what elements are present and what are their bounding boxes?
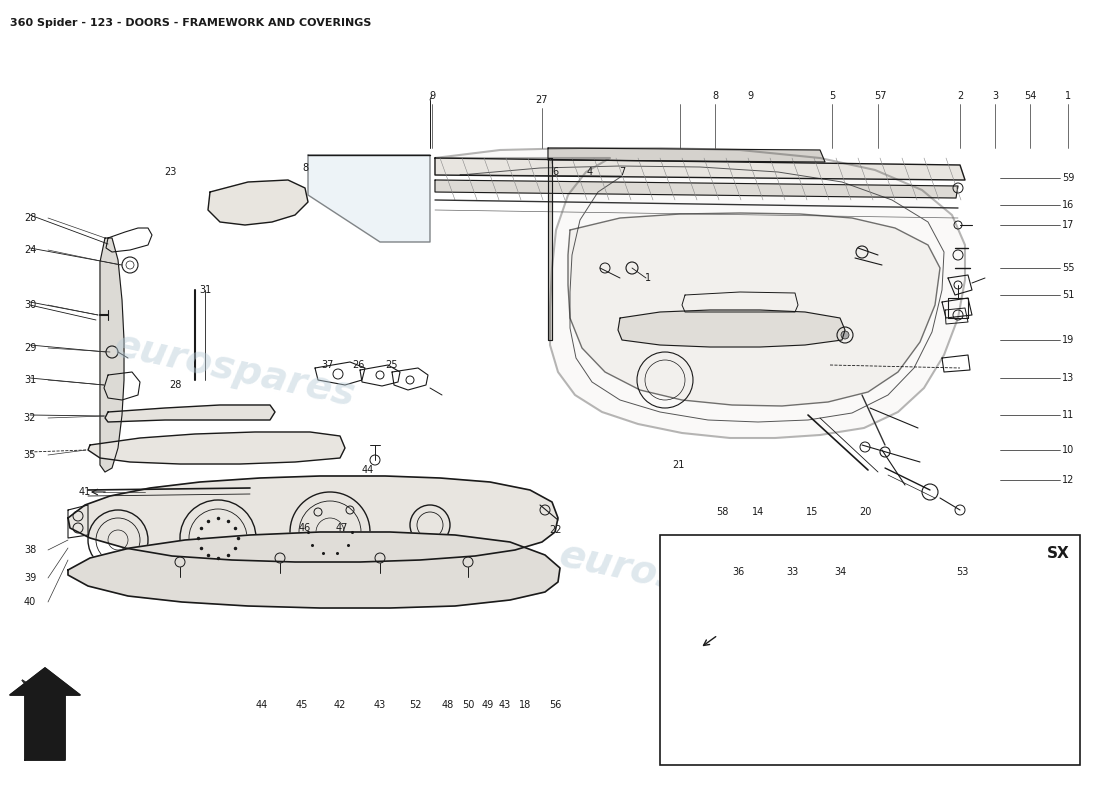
Text: 40: 40 (24, 597, 36, 607)
Polygon shape (39, 700, 52, 748)
Text: 19: 19 (1062, 335, 1074, 345)
Text: 47: 47 (336, 523, 349, 533)
Text: 22: 22 (549, 525, 561, 535)
Polygon shape (68, 476, 558, 562)
Polygon shape (68, 532, 560, 608)
Text: 44: 44 (362, 465, 374, 475)
Text: 31: 31 (199, 285, 211, 295)
Text: 37: 37 (322, 360, 334, 370)
Text: 25: 25 (386, 360, 398, 370)
Text: 41: 41 (79, 487, 91, 497)
Text: 54: 54 (1024, 91, 1036, 101)
Text: 43: 43 (374, 700, 386, 710)
Circle shape (842, 331, 849, 339)
Text: 31: 31 (24, 375, 36, 385)
Text: 57: 57 (873, 91, 887, 101)
Text: 36: 36 (732, 567, 744, 577)
Bar (660, 535, 1080, 765)
Text: 53: 53 (956, 567, 968, 577)
Text: 49: 49 (482, 700, 494, 710)
Polygon shape (434, 158, 965, 180)
Text: 34: 34 (834, 567, 846, 577)
Polygon shape (22, 680, 52, 700)
Text: 43: 43 (499, 700, 512, 710)
Text: 12: 12 (1062, 475, 1075, 485)
Text: 58: 58 (716, 507, 728, 517)
Text: 50: 50 (462, 700, 474, 710)
Polygon shape (88, 432, 345, 464)
Text: 16: 16 (1062, 200, 1074, 210)
Text: 32: 32 (24, 413, 36, 423)
Text: 360 Spider - 123 - DOORS - FRAMEWORK AND COVERINGS: 360 Spider - 123 - DOORS - FRAMEWORK AND… (10, 18, 372, 28)
Text: 23: 23 (164, 167, 176, 177)
Text: 9: 9 (747, 91, 754, 101)
Text: 1: 1 (645, 273, 651, 283)
Polygon shape (568, 213, 940, 406)
Polygon shape (618, 310, 845, 347)
Text: 28: 28 (168, 380, 182, 390)
Text: 21: 21 (672, 460, 684, 470)
Text: 1: 1 (1065, 91, 1071, 101)
Text: 29: 29 (24, 343, 36, 353)
Polygon shape (10, 668, 80, 760)
Polygon shape (104, 405, 275, 422)
Text: 56: 56 (549, 700, 561, 710)
Text: 3: 3 (992, 91, 998, 101)
Text: 44: 44 (256, 700, 268, 710)
Text: 11: 11 (1062, 410, 1074, 420)
Polygon shape (22, 680, 52, 700)
Polygon shape (548, 158, 552, 340)
Text: 46: 46 (299, 523, 311, 533)
Text: 26: 26 (352, 360, 364, 370)
Text: eurospares: eurospares (556, 536, 804, 624)
Text: 52: 52 (409, 700, 421, 710)
Text: 42: 42 (333, 700, 346, 710)
Polygon shape (434, 148, 965, 438)
Polygon shape (434, 180, 958, 198)
Text: 59: 59 (1062, 173, 1075, 183)
Polygon shape (548, 148, 825, 162)
Polygon shape (100, 238, 124, 472)
Text: 24: 24 (24, 245, 36, 255)
Text: 18: 18 (519, 700, 531, 710)
Text: 48: 48 (442, 700, 454, 710)
Text: 27: 27 (536, 95, 548, 105)
Text: 20: 20 (859, 507, 871, 517)
Text: 51: 51 (1062, 290, 1075, 300)
Text: 15: 15 (806, 507, 818, 517)
Text: 8: 8 (712, 91, 718, 101)
Text: 5: 5 (829, 91, 835, 101)
Text: 33: 33 (785, 567, 799, 577)
Text: eurospares: eurospares (111, 326, 359, 414)
Text: 38: 38 (24, 545, 36, 555)
Text: 17: 17 (1062, 220, 1075, 230)
Text: 28: 28 (24, 213, 36, 223)
Text: 4: 4 (587, 167, 593, 177)
Text: 8: 8 (301, 163, 308, 173)
Text: 14: 14 (752, 507, 764, 517)
Polygon shape (308, 155, 430, 242)
Text: 39: 39 (24, 573, 36, 583)
Text: 35: 35 (24, 450, 36, 460)
Text: 10: 10 (1062, 445, 1074, 455)
Text: 30: 30 (24, 300, 36, 310)
Text: 55: 55 (1062, 263, 1075, 273)
Text: 7: 7 (619, 167, 625, 177)
Text: SX: SX (1046, 546, 1069, 561)
Text: 9: 9 (429, 91, 436, 101)
Text: 2: 2 (957, 91, 964, 101)
Polygon shape (208, 180, 308, 225)
Text: 45: 45 (296, 700, 308, 710)
Text: 6: 6 (552, 167, 558, 177)
Text: 13: 13 (1062, 373, 1074, 383)
